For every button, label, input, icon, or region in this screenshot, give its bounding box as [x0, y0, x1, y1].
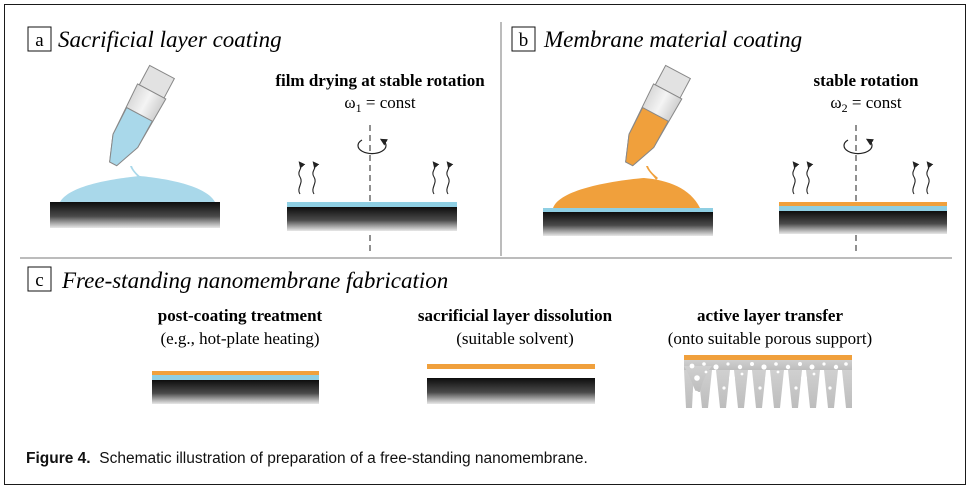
panel-a-title: Sacrificial layer coating	[58, 27, 282, 52]
orange-film-c1	[152, 371, 319, 375]
panel-b: b Membrane material coating stable rotat…	[511, 26, 947, 252]
panel-b-step-label: stable rotation	[814, 71, 920, 90]
evaporation-icon-a	[298, 161, 454, 195]
rotation-arrow-a-icon	[357, 138, 388, 155]
panel-b-title: Membrane material coating	[543, 27, 802, 52]
figure-label: Figure 4.	[26, 450, 91, 467]
evaporation-icon-b	[792, 161, 934, 195]
panel-b-letter-box	[511, 26, 536, 52]
panel-c-letter-box	[27, 266, 52, 292]
step-2-label: sacrificial layer dissolution	[418, 306, 613, 325]
blue-film-b1	[543, 208, 713, 212]
orange-film-c2	[427, 364, 595, 369]
panel-b-omega: ω2 = const	[830, 93, 901, 115]
pipette-blue	[109, 64, 176, 167]
panel-c-title: Free-standing nanomembrane fabrication	[61, 268, 448, 293]
panel-a-omega: ω1 = const	[344, 93, 415, 115]
step-3-label: active layer transfer	[697, 306, 843, 325]
blue-film-b2	[779, 206, 947, 211]
caption-text: Schematic illustration of preparation of…	[99, 450, 588, 467]
pipette-orange	[625, 64, 692, 167]
blue-film-c1	[152, 375, 319, 380]
figure-frame	[4, 4, 966, 485]
substrate-c2	[427, 378, 595, 404]
step-3-sublabel: (onto suitable porous support)	[668, 329, 872, 348]
substrate-c1	[152, 380, 319, 404]
panel-a-step-label: film drying at stable rotation	[275, 71, 485, 90]
porous-support	[684, 360, 852, 408]
panel-a-letter: a	[35, 30, 44, 51]
orange-droplet	[553, 178, 700, 208]
blue-film-a	[287, 202, 457, 207]
panel-a: a Sacrificial layer coating film drying …	[27, 26, 485, 252]
step-1-sublabel: (e.g., hot-plate heating)	[160, 329, 319, 348]
rotation-arrow-b-icon	[843, 138, 874, 155]
blue-droplet	[60, 176, 215, 202]
panel-b-letter: b	[519, 30, 529, 51]
figure-caption: Figure 4. Schematic illustration of prep…	[26, 450, 588, 468]
substrate-a1	[50, 202, 220, 228]
panel-c: c Free-standing nanomembrane fabrication…	[27, 266, 872, 408]
step-1-label: post-coating treatment	[158, 306, 323, 325]
orange-film-c3	[684, 355, 852, 360]
substrate-b1	[543, 212, 713, 236]
panel-c-letter: c	[35, 270, 43, 291]
step-2-sublabel: (suitable solvent)	[456, 329, 574, 348]
dispense-stream-orange	[646, 166, 658, 180]
orange-film-b	[779, 202, 947, 206]
substrate-b2	[779, 211, 947, 234]
substrate-a2	[287, 207, 457, 231]
panel-a-letter-box	[27, 26, 52, 52]
